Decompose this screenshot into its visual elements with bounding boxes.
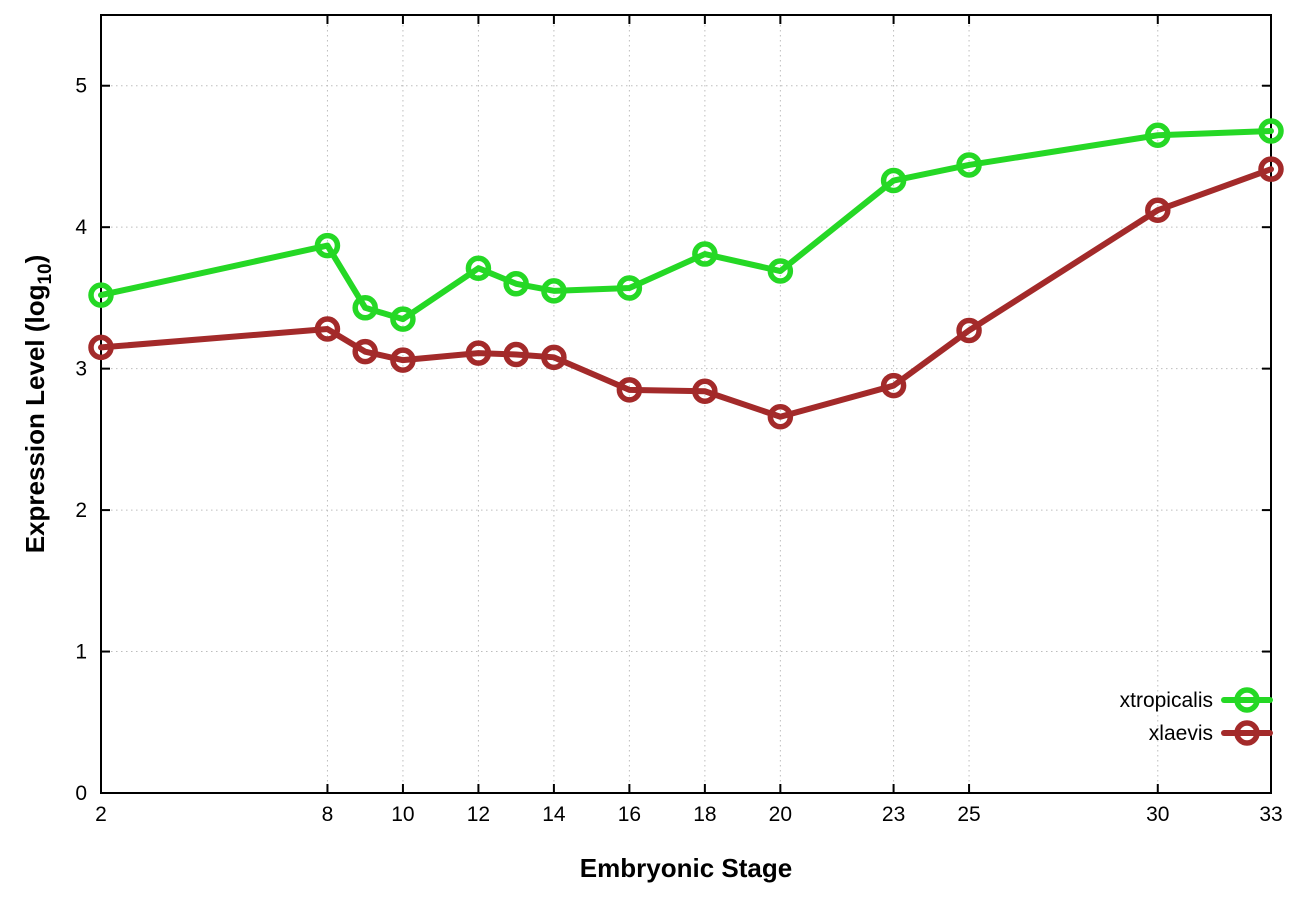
data-point-xlaevis [880, 372, 907, 399]
data-point-xlaevis [352, 338, 378, 365]
data-point-xtropicalis [352, 295, 378, 321]
data-point-xlaevis [390, 347, 416, 373]
data-point-xtropicalis [956, 152, 982, 178]
y-axis-title: Expression Level (log10) [20, 255, 56, 554]
x-tick-label: 23 [882, 803, 905, 826]
x-tick-label: 16 [618, 803, 641, 826]
data-point-xtropicalis [767, 258, 794, 284]
data-point-xtropicalis [88, 282, 114, 308]
plot-border [100, 14, 1272, 794]
data-point-xlaevis [616, 377, 643, 403]
x-tick-label: 30 [1146, 803, 1169, 826]
x-tick-label: 2 [95, 803, 107, 826]
y-tick-label: 4 [75, 216, 87, 239]
legend-label-xlaevis: xlaevis [1149, 722, 1213, 745]
x-tick-label: 10 [391, 803, 414, 826]
legend-label-xtropicalis: xtropicalis [1120, 689, 1213, 712]
x-tick-label: 8 [322, 803, 334, 826]
data-point-xlaevis [88, 334, 114, 361]
data-point-xlaevis [1145, 197, 1171, 223]
data-point-xtropicalis [503, 271, 529, 297]
data-point-xtropicalis [541, 278, 567, 304]
x-tick-label: 20 [769, 803, 792, 826]
x-tick-label: 33 [1259, 803, 1282, 826]
legend-marker-xtropicalis [1234, 687, 1260, 713]
y-tick-label: 1 [75, 641, 87, 664]
data-point-xtropicalis [390, 306, 416, 332]
data-point-xtropicalis [692, 241, 718, 267]
data-point-xlaevis [767, 403, 794, 430]
x-axis-title: Embryonic Stage [580, 853, 792, 883]
x-tick-label: 25 [957, 803, 980, 826]
y-tick-label: 5 [75, 75, 87, 98]
data-point-xtropicalis [880, 167, 907, 194]
data-point-xtropicalis [314, 232, 341, 259]
series-line-xtropicalis [98, 127, 1274, 323]
data-point-xtropicalis [1145, 122, 1171, 148]
data-point-xlaevis [503, 341, 529, 368]
data-point-xtropicalis [465, 255, 492, 281]
data-point-xtropicalis [1258, 118, 1284, 144]
data-point-xtropicalis [616, 275, 643, 301]
series-line-xlaevis [98, 166, 1274, 420]
data-point-xlaevis [692, 378, 718, 405]
data-point-xlaevis [1258, 156, 1284, 182]
x-tick-label: 18 [693, 803, 716, 826]
data-point-xlaevis [956, 317, 982, 344]
y-tick-label: 2 [75, 499, 87, 522]
data-point-xlaevis [541, 344, 567, 371]
legend-marker-xlaevis [1234, 720, 1260, 746]
data-point-xlaevis [465, 340, 492, 366]
x-tick-label: 12 [467, 803, 490, 826]
y-tick-label: 0 [75, 782, 87, 805]
x-tick-label: 14 [542, 803, 566, 826]
data-point-xlaevis [314, 316, 341, 342]
y-tick-label: 3 [75, 358, 87, 381]
